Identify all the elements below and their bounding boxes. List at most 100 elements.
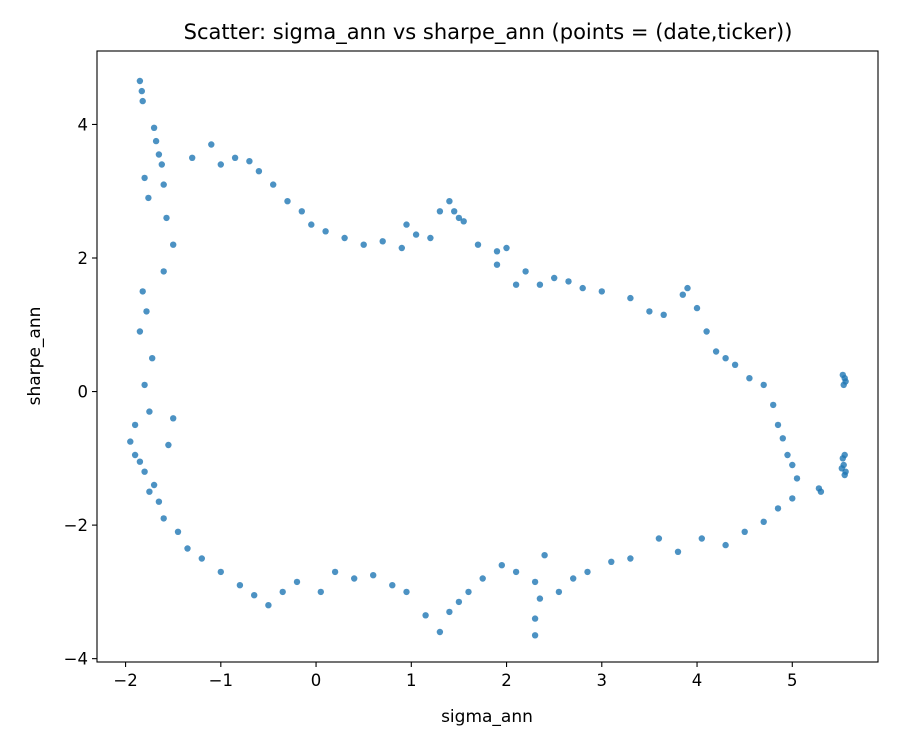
scatter-point xyxy=(536,595,544,602)
scatter-point xyxy=(403,588,410,596)
scatter-point xyxy=(198,555,205,562)
scatter-point xyxy=(436,208,444,215)
x-tick-label: 1 xyxy=(406,671,417,690)
scatter-point xyxy=(655,535,663,542)
scatter-point xyxy=(760,518,767,525)
scatter-point xyxy=(255,168,263,175)
scatter-point xyxy=(746,375,753,382)
scatter-point xyxy=(152,137,160,145)
y-tick-label: −4 xyxy=(64,650,88,669)
scatter-point xyxy=(722,355,729,362)
scatter-point xyxy=(150,481,158,489)
scatter-point xyxy=(160,515,167,522)
scatter-point xyxy=(455,214,463,222)
scatter-point xyxy=(341,234,348,242)
y-tick-label: −2 xyxy=(64,516,88,535)
scatter-point xyxy=(436,628,444,636)
scatter-point xyxy=(131,421,139,429)
scatter-point xyxy=(127,438,134,445)
scatter-point xyxy=(360,241,367,248)
scatter-point xyxy=(150,124,158,131)
scatter-point xyxy=(298,208,305,215)
scatter-point xyxy=(512,568,520,576)
scatter-point xyxy=(208,141,215,148)
scatter-point xyxy=(422,612,429,619)
scatter-point xyxy=(265,602,272,609)
scatter-point xyxy=(789,495,796,502)
scatter-point xyxy=(138,87,145,95)
scatter-point xyxy=(184,545,191,552)
scatter-point xyxy=(141,174,148,182)
x-tick-label: 2 xyxy=(501,671,512,690)
scatter-point xyxy=(703,328,710,335)
scatter-point xyxy=(760,381,767,389)
scatter-point xyxy=(770,401,777,409)
scatter-point xyxy=(136,77,144,85)
x-tick-label: 0 xyxy=(311,671,322,690)
scatter-point xyxy=(793,475,801,482)
scatter-point xyxy=(155,151,163,158)
scatter-point xyxy=(698,535,705,542)
scatter-point xyxy=(839,455,846,462)
scatter-point xyxy=(143,308,150,315)
scatter-point xyxy=(139,97,146,105)
scatter-point xyxy=(555,588,563,596)
scatter-point xyxy=(293,578,301,586)
points-layer xyxy=(127,77,849,639)
scatter-point xyxy=(163,214,170,222)
scatter-point xyxy=(608,558,615,565)
scatter-point xyxy=(570,575,577,582)
scatter-point xyxy=(479,575,486,582)
scatter-point xyxy=(145,194,152,202)
scatter-point xyxy=(815,485,823,492)
chart-title: Scatter: sigma_ann vs sharpe_ann (points… xyxy=(184,20,793,45)
scatter-point xyxy=(131,451,139,459)
scatter-point xyxy=(838,465,845,472)
scatter-point xyxy=(231,154,239,161)
scatter-point xyxy=(531,615,539,622)
x-tick-label: −2 xyxy=(113,671,137,690)
scatter-point xyxy=(446,198,453,205)
scatter-point xyxy=(284,198,291,205)
scatter-point xyxy=(317,588,324,596)
scatter-point xyxy=(403,221,410,228)
scatter-point xyxy=(498,562,505,569)
scatter-point xyxy=(236,582,244,589)
scatter-point xyxy=(789,461,796,469)
scatter-point xyxy=(522,268,529,275)
scatter-point xyxy=(160,268,167,275)
scatter-point xyxy=(722,541,729,549)
scatter-point xyxy=(246,158,253,165)
scatter-point xyxy=(251,592,258,599)
plot-frame xyxy=(96,50,879,663)
x-tick-label: 4 xyxy=(692,671,703,690)
scatter-point xyxy=(684,284,691,292)
scatter-point xyxy=(136,328,144,335)
y-tick-label: 2 xyxy=(78,249,89,268)
scatter-point xyxy=(165,441,172,449)
scatter-point xyxy=(322,228,329,235)
scatter-point xyxy=(512,281,520,288)
scatter-point xyxy=(189,154,196,161)
scatter-point xyxy=(331,568,339,576)
scatter-point xyxy=(531,632,539,639)
y-axis: −4 −2 0 2 4 xyxy=(64,115,97,669)
scatter-point xyxy=(174,528,182,535)
scatter-point xyxy=(149,355,156,362)
scatter-point xyxy=(427,234,434,242)
scatter-point xyxy=(308,221,315,228)
scatter-point xyxy=(455,598,463,606)
scatter-point xyxy=(503,244,510,252)
x-tick-label: 3 xyxy=(597,671,608,690)
scatter-point xyxy=(412,231,420,238)
scatter-point xyxy=(741,528,748,535)
y-tick-label: 0 xyxy=(78,383,89,402)
scatter-point xyxy=(493,261,501,268)
scatter-point xyxy=(551,274,558,282)
scatter-point xyxy=(474,241,482,248)
scatter-point xyxy=(217,568,224,576)
scatter-point xyxy=(217,161,224,168)
scatter-point xyxy=(160,181,167,188)
x-tick-label: 5 xyxy=(787,671,798,690)
